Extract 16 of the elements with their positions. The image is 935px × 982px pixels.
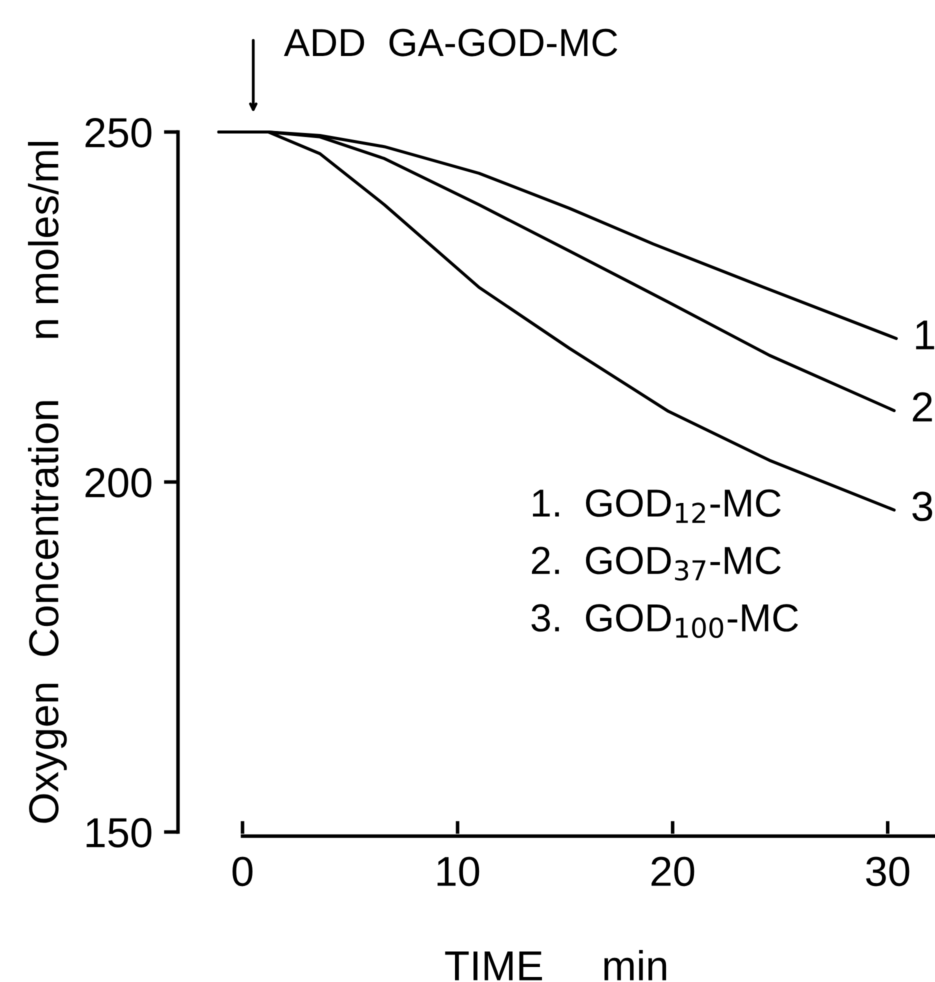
x-tick-label: 30 — [866, 856, 910, 886]
series-label: 2 — [912, 392, 932, 422]
y-tick-label: 250 — [86, 118, 152, 148]
x-tick-label: 10 — [438, 856, 480, 886]
series-label: 3 — [912, 492, 932, 522]
x-axis-title: TIME min — [445, 950, 666, 980]
annotation: ADD GA-GOD-MC — [284, 28, 618, 56]
x-tick-label: 20 — [652, 856, 694, 886]
y-tick-label: 200 — [86, 468, 152, 498]
series-label: 1 — [916, 320, 934, 350]
annotation: 2. GOD$_{37}$-MC — [532, 546, 781, 581]
annotation: 1. GOD$_{12}$-MC — [532, 489, 781, 523]
x-tick-label: 0 — [232, 856, 252, 886]
y-tick-label: 150 — [86, 818, 152, 848]
annotation: 3. GOD$_{100}$-MC — [531, 604, 798, 638]
y-axis-title: Oxygen Concentration n moles/ml — [28, 142, 67, 823]
